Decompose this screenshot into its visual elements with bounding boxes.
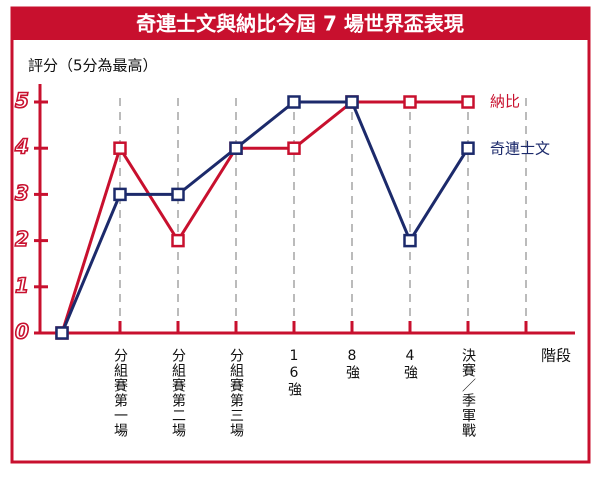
point-marker [229,141,243,155]
y-tick-label: 1 [15,273,29,297]
y-tick-label: 5 [15,89,29,113]
point-marker [55,326,69,340]
x-tick-label: 決賽／季軍戰 [460,348,476,438]
series-line [60,100,468,334]
y-tick-label: 0 [15,320,29,344]
point-marker [403,233,417,248]
point-marker [403,95,417,109]
title-banner [12,8,589,40]
x-tick-label: 16強 [286,348,302,397]
point-marker [287,141,301,155]
point-marker [113,187,127,202]
point-marker [171,187,185,202]
legend-label: 奇連士文 [490,140,550,158]
point-marker [287,95,301,109]
point-marker [461,95,475,109]
point-marker [171,233,185,248]
point-marker [113,141,127,155]
x-tick-label: 分組賽第一場 [112,348,128,438]
legend-label: 納比 [490,93,520,111]
y-tick-label: 3 [15,181,29,205]
series-line [60,100,470,334]
chart-title: 奇連士文與納比今屆 7 場世界盃表現 [136,12,464,36]
point-marker [461,141,475,155]
x-tick-label: 8強 [344,348,360,380]
x-tick-label: 分組賽第三場 [228,348,244,438]
x-tick-label: 4強 [402,348,418,380]
point-marker [345,95,359,109]
y-axis-label: 評分（5分為最高） [28,57,158,75]
y-tick-label: 2 [15,227,29,251]
x-tick-label: 分組賽第二場 [170,348,186,438]
x-axis-label: 階段 [541,347,571,365]
y-tick-label: 4 [14,135,29,159]
